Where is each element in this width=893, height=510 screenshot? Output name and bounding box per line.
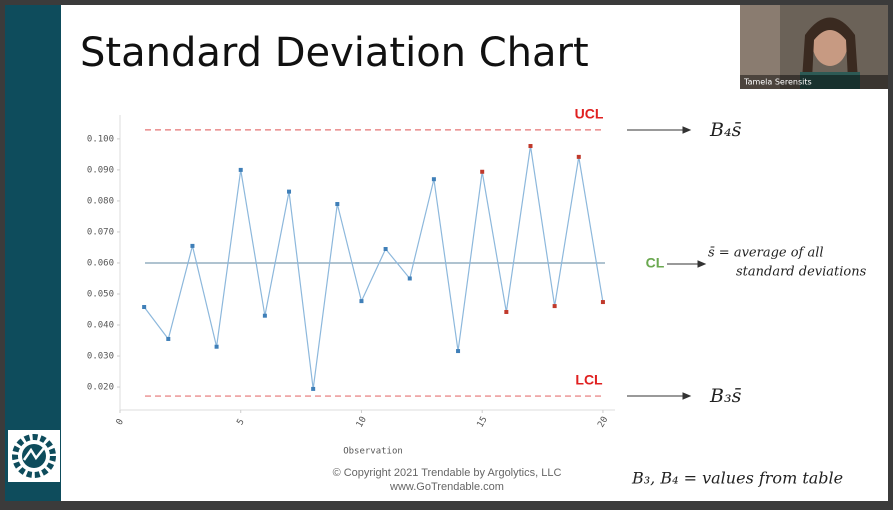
y-tick-label: 0.030 xyxy=(87,352,114,362)
y-tick-label: 0.080 xyxy=(87,196,114,206)
copyright: © Copyright 2021 Trendable by Argolytics… xyxy=(333,467,562,479)
y-tick-label: 0.050 xyxy=(87,289,114,299)
data-line xyxy=(143,145,604,389)
data-point xyxy=(311,386,316,391)
data-point xyxy=(480,169,485,174)
y-tick-label: 0.100 xyxy=(87,134,114,144)
data-point xyxy=(431,177,436,182)
cl-note: s̄ = average of all xyxy=(708,246,824,261)
y-tick-label: 0.040 xyxy=(87,321,114,331)
data-point xyxy=(166,336,171,341)
presenter-name: Tamela Serensits xyxy=(743,78,812,87)
data-point xyxy=(214,344,219,349)
data-point xyxy=(528,144,533,149)
y-tick-label: 0.020 xyxy=(87,383,114,393)
side-bar xyxy=(5,5,61,501)
title: Standard Deviation Chart xyxy=(80,30,589,76)
x-tick-label: 5 xyxy=(235,417,246,427)
data-point xyxy=(142,305,147,310)
data-point xyxy=(576,154,581,159)
url: www.GoTrendable.com xyxy=(389,481,504,493)
data-point xyxy=(359,299,364,304)
data-point xyxy=(407,276,412,281)
data-point xyxy=(238,167,243,172)
webcam: Tamela Serensits xyxy=(740,5,888,89)
x-tick-label: 15 xyxy=(476,415,490,429)
data-point xyxy=(335,202,340,207)
data-point xyxy=(262,313,267,318)
data-point xyxy=(287,189,292,194)
data-point xyxy=(504,309,509,314)
table-note: B₃, B₄ = values from table xyxy=(631,469,843,488)
x-tick-label: 10 xyxy=(355,415,369,429)
y-tick-label: 0.090 xyxy=(87,165,114,175)
control-label: LCL xyxy=(575,372,603,388)
x-axis-title: Observation xyxy=(343,447,403,457)
ucl-formula: B₄s̄ xyxy=(709,119,742,141)
arrows xyxy=(627,126,707,400)
data-point xyxy=(552,304,557,309)
x-tick-label: 20 xyxy=(596,415,610,429)
lcl-formula: B₃s̄ xyxy=(709,385,742,407)
x-tick-label: 0 xyxy=(115,417,126,427)
y-tick-label: 0.070 xyxy=(87,227,114,237)
data-point xyxy=(190,243,195,248)
y-tick-label: 0.060 xyxy=(87,258,114,268)
control-label: CL xyxy=(646,255,665,271)
logo xyxy=(8,430,60,482)
cl-note: standard deviations xyxy=(736,265,867,280)
data-point xyxy=(383,247,388,252)
control-label: UCL xyxy=(575,106,604,122)
data-point xyxy=(600,300,605,305)
data-point xyxy=(456,349,461,354)
